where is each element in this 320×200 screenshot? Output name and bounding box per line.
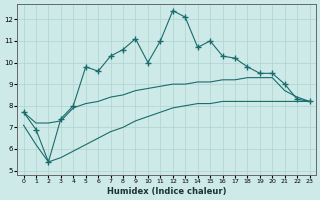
X-axis label: Humidex (Indice chaleur): Humidex (Indice chaleur) [107, 187, 226, 196]
